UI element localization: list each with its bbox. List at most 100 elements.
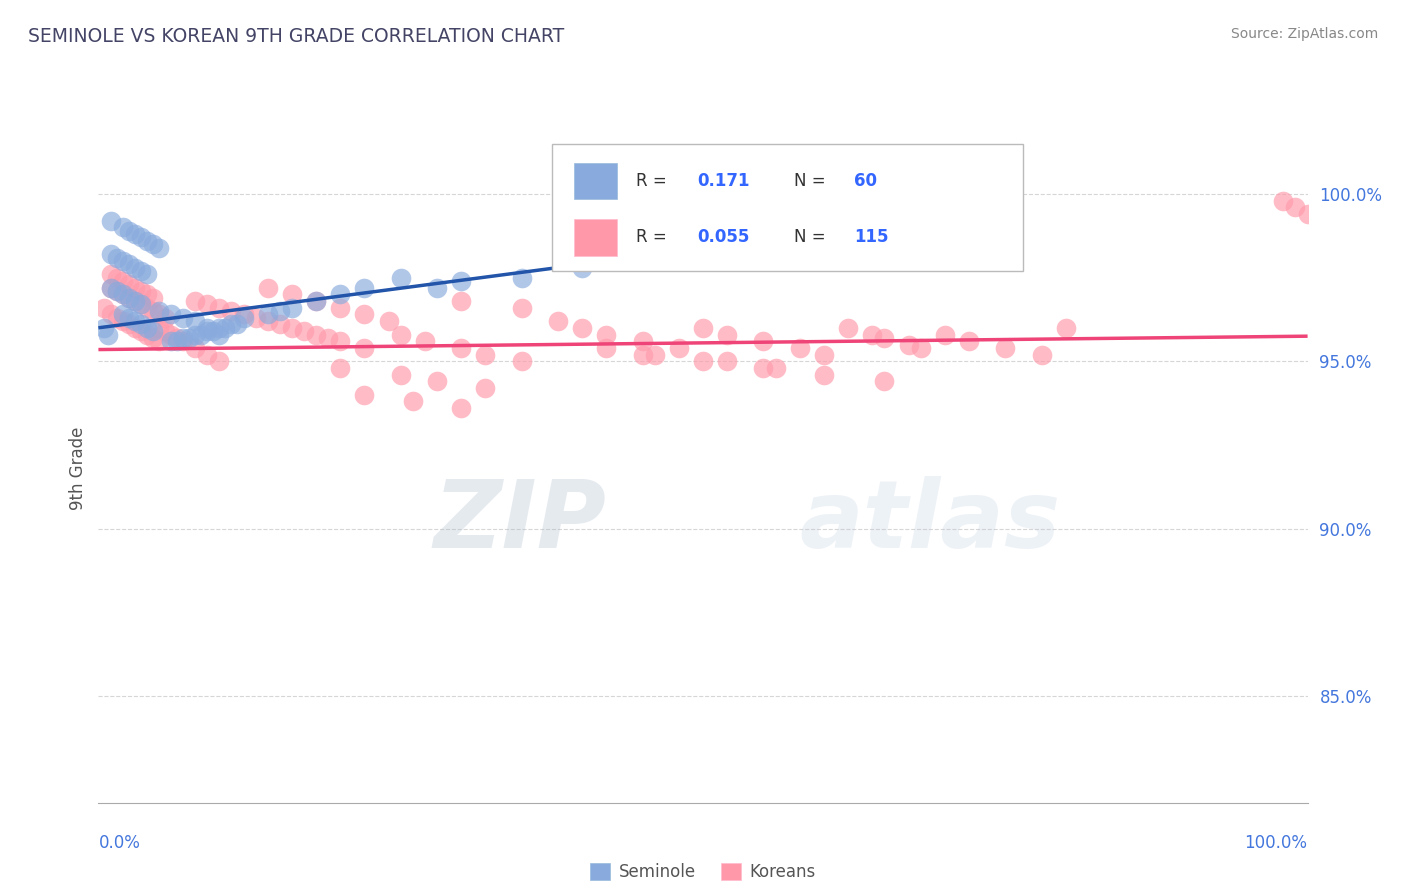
Point [305,294,328,309]
Point [208,327,231,342]
Point [329,301,352,315]
Point [571,260,593,275]
Point [547,314,569,328]
Point [716,354,738,368]
Point [631,334,654,349]
Point [269,304,291,318]
Point [389,270,412,285]
Point [184,327,207,342]
Point [413,334,436,349]
Point [184,341,207,355]
Text: Source: ZipAtlas.com: Source: ZipAtlas.com [1230,27,1378,41]
Point [1272,194,1295,208]
Point [129,318,152,332]
Point [100,281,122,295]
Point [716,327,738,342]
Point [752,361,775,376]
Point [897,337,920,351]
Point [148,304,170,318]
Point [160,327,183,342]
Point [329,287,352,301]
Point [353,388,375,402]
Point [135,301,157,315]
Point [166,334,188,349]
Point [153,310,176,325]
Point [160,308,183,322]
Point [111,254,134,268]
Point [510,301,533,315]
FancyBboxPatch shape [551,144,1024,271]
Point [873,331,896,345]
Point [957,334,980,349]
Point [256,308,278,322]
Point [510,270,533,285]
Point [1031,348,1053,362]
Point [135,268,157,282]
Point [450,401,472,416]
Point [813,368,835,382]
Text: 115: 115 [855,228,889,246]
Point [124,321,146,335]
Point [111,314,134,328]
Point [571,321,593,335]
FancyBboxPatch shape [574,219,617,256]
Point [100,281,122,295]
Point [129,297,152,311]
Point [195,297,218,311]
Point [177,331,201,345]
Point [160,334,183,349]
Point [100,247,122,261]
Point [202,324,225,338]
Point [124,294,146,309]
Point [153,324,176,338]
Point [269,318,291,332]
Point [329,361,352,376]
Point [118,277,141,292]
Point [100,268,122,282]
Point [873,375,896,389]
Point [305,294,328,309]
Point [105,310,128,325]
Text: R =: R = [637,172,672,190]
Point [124,314,146,328]
Point [353,281,375,295]
Point [148,241,170,255]
Point [214,321,236,335]
Point [668,341,690,355]
Point [474,348,496,362]
Point [692,321,714,335]
Point [172,310,194,325]
Point [1054,321,1077,335]
Point [118,257,141,271]
Point [195,321,218,335]
Point [142,331,165,345]
Point [124,281,146,295]
Point [118,224,141,238]
Text: 0.055: 0.055 [697,228,749,246]
Point [100,214,122,228]
Point [281,301,304,315]
Point [111,220,134,235]
Point [281,321,304,335]
Point [129,284,152,298]
Point [129,324,152,338]
Point [135,234,157,248]
Point [135,321,157,335]
Point [93,321,115,335]
Point [232,310,254,325]
Point [377,314,399,328]
Point [426,281,449,295]
Point [118,291,141,305]
Point [281,287,304,301]
Point [221,318,243,332]
Point [142,324,165,338]
Point [172,334,194,349]
Point [692,354,714,368]
Point [1296,207,1319,221]
Point [124,260,146,275]
Point [426,375,449,389]
Text: ZIP: ZIP [433,475,606,568]
Point [124,294,146,309]
Point [184,314,207,328]
Point [644,348,666,362]
